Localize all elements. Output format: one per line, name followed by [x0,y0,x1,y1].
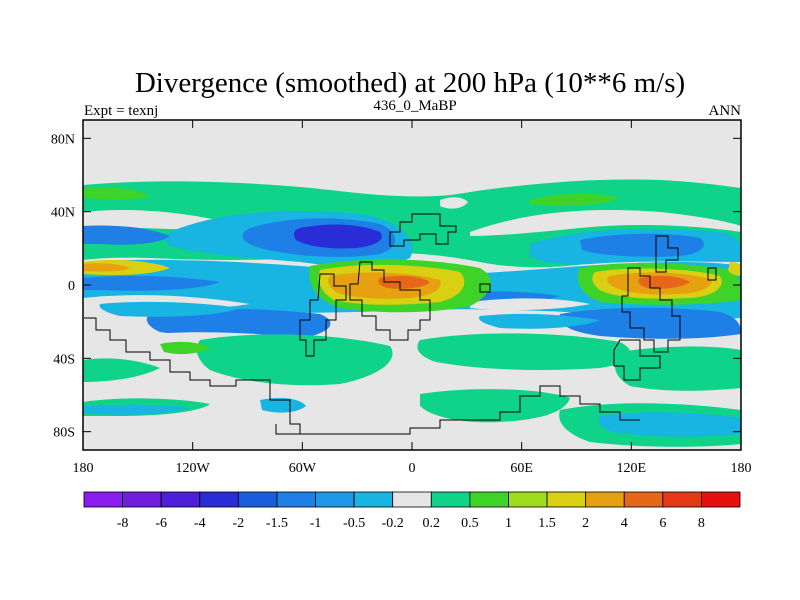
axes: 180 120W 60W 0 60E 120E 180 80N 40N 0 40S 80S [51,120,752,476]
contour-blue-west [83,225,170,245]
x-tick-label: 60E [510,461,533,476]
colorbar-label: -8 [117,516,129,531]
contour-antarctic-green-2 [420,389,570,423]
contour-tropics-white-2 [470,298,590,311]
colorbar-swatch [430,491,471,508]
contour-east-pacific-yellow [728,262,741,276]
contour-south-green-1 [196,334,393,386]
y-tick-label: 0 [68,279,75,294]
colorbar-swatch [623,491,664,508]
colorbar-swatch [199,491,239,508]
x-tick-label: 0 [409,461,416,476]
contour-band-north-green [83,187,620,206]
colorbar-label: -1.5 [266,516,288,531]
subtitle-right: ANN [709,103,742,119]
colorbar-label: 0.2 [423,516,441,531]
subtitle-left: Expt = texnj [84,103,158,119]
colorbar-label: 8 [698,516,705,531]
coastline-africa [349,261,431,341]
contour-antarctic-blue-3 [598,412,741,437]
subtitle-center: 436_0_MaBP [373,98,456,114]
colorbar-label: -6 [155,516,167,531]
colorbar-swatch [662,491,702,508]
colorbar-swatch [83,491,123,508]
colorbar-label: -4 [194,516,206,531]
x-tick-label: 60W [289,461,317,476]
y-tick-label: 80S [53,426,75,441]
contour-white-gap [83,209,741,236]
coastline-indian-islands [479,283,491,293]
colorbar-swatch [315,491,355,508]
x-tick-label: 120W [176,461,211,476]
contour-south-green-3 [614,346,741,391]
coastline-asia-east [621,235,717,353]
colorbar-label: -0.2 [382,516,404,531]
colorbar-label: -0.5 [343,516,365,531]
colorbar-swatch [508,491,548,508]
colorbar: -8 -6 -4 -2 -1.5 -1 -0.5 -0.2 0.2 0.5 1 1.5 2 4 6 8 [83,491,741,531]
contour-maritime-red [638,275,690,289]
colorbar-label: 0.5 [461,516,479,531]
plot-area [83,120,741,450]
colorbar-swatch [276,491,316,508]
chart-title: Divergence (smoothed) at 200 hPa (10**6 … [135,67,685,99]
contour-field [83,179,741,447]
colorbar-swatch [585,491,625,508]
contour-pacific-orange [83,263,130,272]
contour-south-green-west [83,358,160,382]
contour-south-indian-blue-2 [478,313,600,329]
contour-south-yellowgreen [160,341,210,355]
colorbar-swatch [469,491,509,508]
colorbar-label: -1 [310,516,322,531]
colorbar-label: 6 [659,516,666,531]
colorbar-swatch [546,491,587,508]
x-tick-label: 180 [731,461,752,476]
contour-antarctic-blue-1 [83,404,190,415]
x-tick-label: 120E [617,461,647,476]
colorbar-label: 4 [621,516,628,531]
coastline-europe-asia [389,213,457,247]
contour-blue-asia-2 [580,233,704,257]
contour-south-blue-2 [99,301,240,317]
contour-south-green-2 [417,333,631,370]
coastline-antarctica [300,385,640,435]
x-tick-label: 180 [73,461,94,476]
colorbar-swatch [122,491,162,508]
contour-blue-north-3 [293,224,382,249]
contour-africa-orange-2 [378,275,430,289]
y-tick-label: 40S [53,352,75,367]
contour-antarctic-blue-2 [260,398,306,413]
contour-tropics-blue-dark [83,275,560,304]
contour-south-indian-blue [559,307,741,339]
colorbar-label: 2 [582,516,589,531]
y-tick-label: 80N [51,132,75,147]
coastline-australia [613,339,661,381]
colorbar-swatch [160,491,201,508]
contour-antarctic-white-patch [440,197,468,209]
coastlines [84,213,717,435]
colorbar-label: -2 [233,516,245,531]
colorbar-swatch [353,491,394,508]
contour-south-blue [146,308,331,339]
colorbar-swatch [237,491,278,508]
colorbar-label: 1 [505,516,512,531]
colorbar-swatch [701,491,741,508]
colorbar-label: 1.5 [538,516,556,531]
coastline-south-pacific [84,317,301,435]
coastline-south-america [299,273,347,357]
y-tick-label: 40N [51,206,75,221]
colorbar-swatch [392,491,432,508]
